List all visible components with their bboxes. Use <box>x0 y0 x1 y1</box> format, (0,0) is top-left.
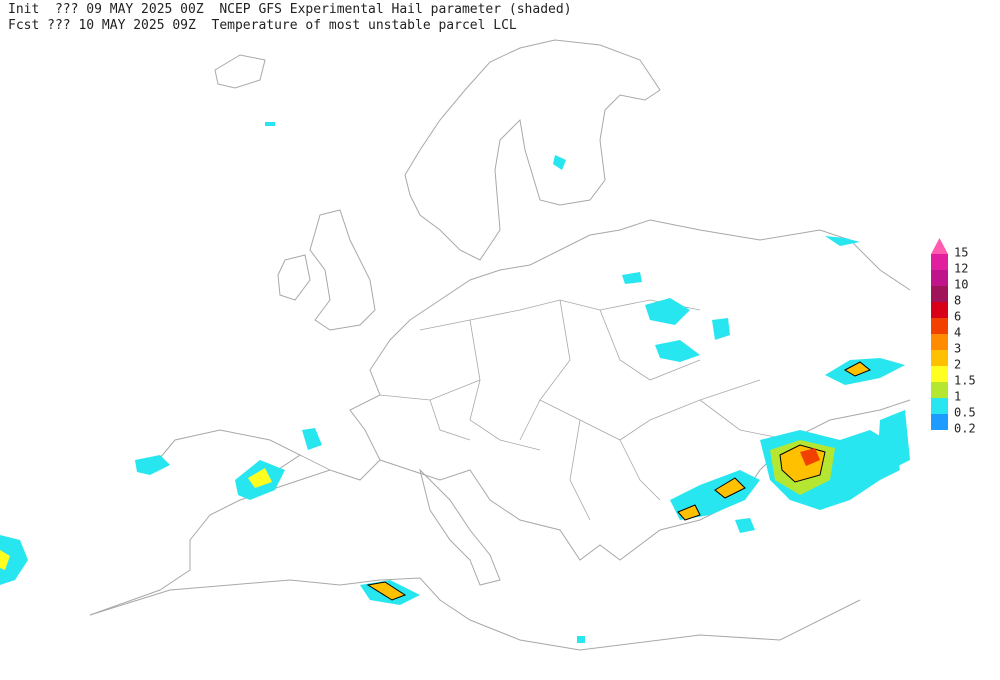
legend-over-triangle <box>931 238 948 254</box>
header-init: Init ??? 09 MAY 2025 00Z NCEP GFS Experi… <box>8 2 572 17</box>
legend-label: 3 <box>954 342 961 356</box>
legend-label: 10 <box>954 278 968 292</box>
legend-box <box>931 414 948 430</box>
legend-label: 1 <box>954 390 961 404</box>
legend-box <box>931 366 948 382</box>
legend: 15 12 10 8 6 4 3 2 1.5 1 0.5 0.2 <box>931 238 976 436</box>
legend-label: 4 <box>954 326 961 340</box>
legend-label: 0.5 <box>954 406 976 420</box>
legend-label: 12 <box>954 262 968 276</box>
legend-box <box>931 270 948 286</box>
legend-box <box>931 382 948 398</box>
legend-box <box>931 350 948 366</box>
legend-box <box>931 286 948 302</box>
legend-box <box>931 334 948 350</box>
legend-box <box>931 318 948 334</box>
legend-label: 2 <box>954 358 961 372</box>
legend-label: 0.2 <box>954 422 976 436</box>
legend-label: 6 <box>954 310 961 324</box>
legend-box <box>931 254 948 270</box>
legend-label: 8 <box>954 294 961 308</box>
legend-box <box>931 302 948 318</box>
hail-shading <box>0 122 910 643</box>
header-fcst: Fcst ??? 10 MAY 2025 09Z Temperature of … <box>8 18 517 33</box>
legend-label: 15 <box>954 246 968 260</box>
legend-box <box>931 398 948 414</box>
basemap <box>89 39 911 651</box>
legend-label: 1.5 <box>954 374 976 388</box>
